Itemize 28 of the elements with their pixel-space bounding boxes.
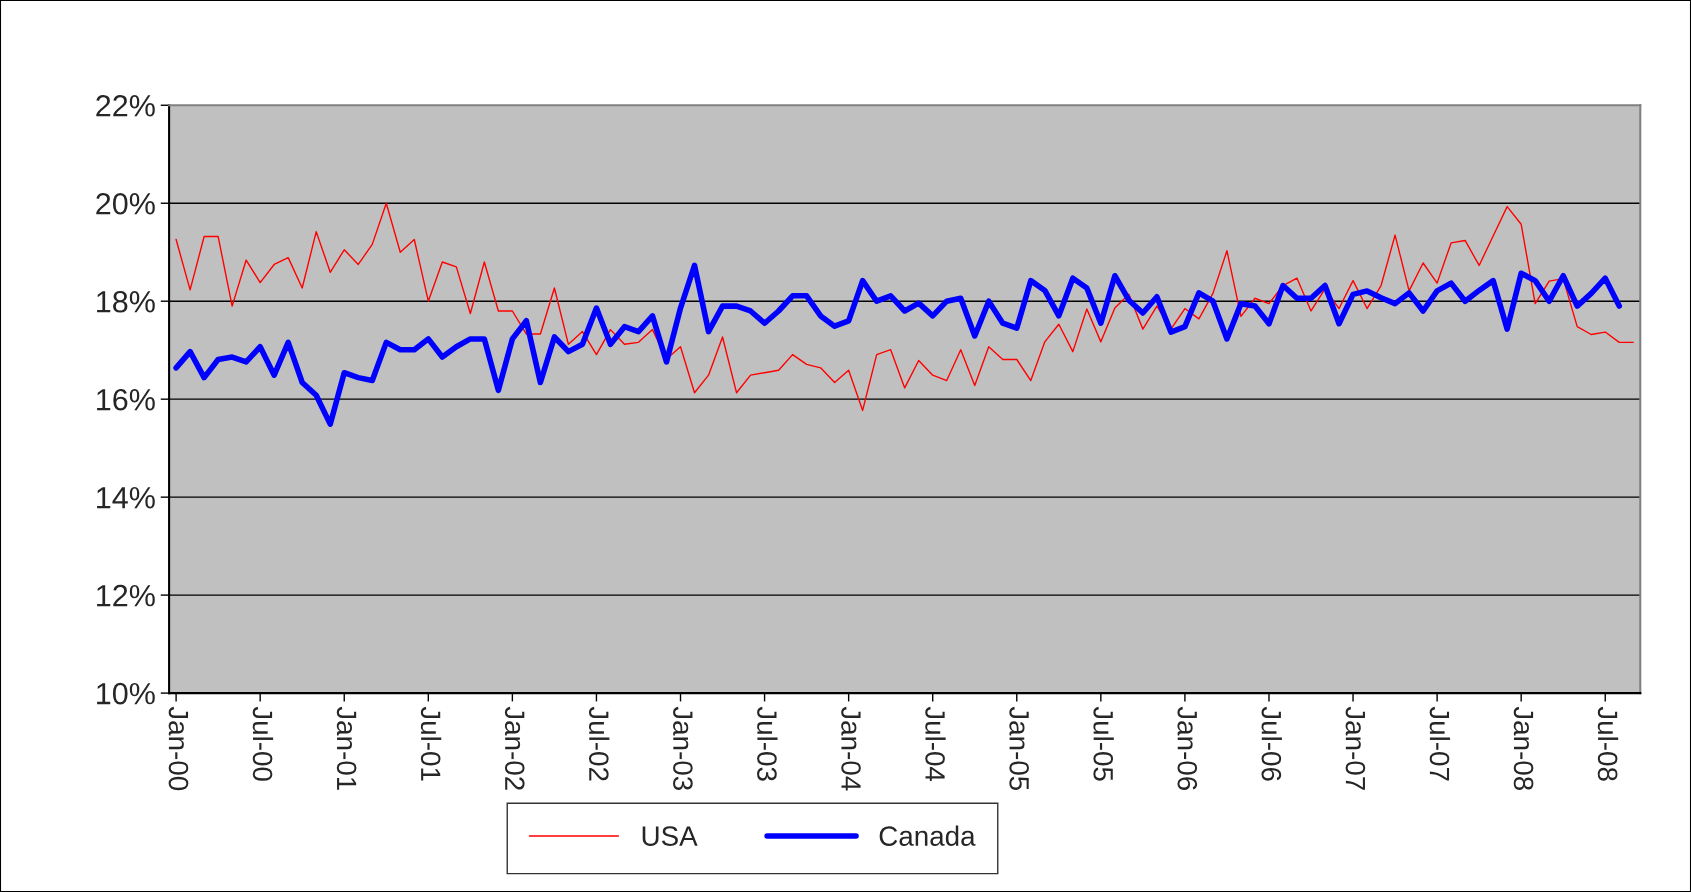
y-tick-label: 10% (97, 682, 155, 705)
legend-label: USA (642, 826, 698, 846)
x-tick-label: Jan-03 (673, 706, 693, 790)
x-tick-label: Jan-02 (504, 706, 525, 790)
y-tick-label: 20% (96, 192, 155, 215)
x-tick-label: Jul-02 (588, 706, 610, 781)
x-tick-label: Jan-06 (1177, 706, 1198, 790)
x-tick-label: Jul-03 (757, 706, 778, 781)
x-tick-label: Jul-06 (1261, 706, 1282, 781)
legend-label: Canada (879, 825, 976, 846)
x-tick-label: Jul-04 (925, 706, 946, 782)
x-tick-label: Jan-08 (1513, 706, 1534, 790)
line-series (175, 202, 1634, 412)
y-tick-label: 22% (96, 94, 155, 117)
x-tick-label: Jul-01 (420, 706, 442, 781)
x-tick-label: Jan-07 (1345, 706, 1366, 790)
y-tick-label: 16% (97, 388, 155, 411)
x-tick-label: Jul-00 (252, 706, 274, 781)
x-tick-label: Jan-00 (168, 706, 189, 791)
x-tick-label: Jul-05 (1093, 706, 1114, 781)
y-tick-label: 18% (97, 290, 155, 313)
y-tick-label: 12% (97, 584, 155, 607)
y-tick-label: 14% (97, 487, 155, 509)
x-tick-label: Jul-07 (1429, 706, 1451, 781)
x-tick-label: Jan-04 (841, 706, 861, 791)
x-tick-label: Jan-05 (1009, 706, 1029, 791)
x-tick-label: Jan-01 (336, 706, 357, 790)
x-tick-label: Jul-08 (1597, 706, 1619, 781)
